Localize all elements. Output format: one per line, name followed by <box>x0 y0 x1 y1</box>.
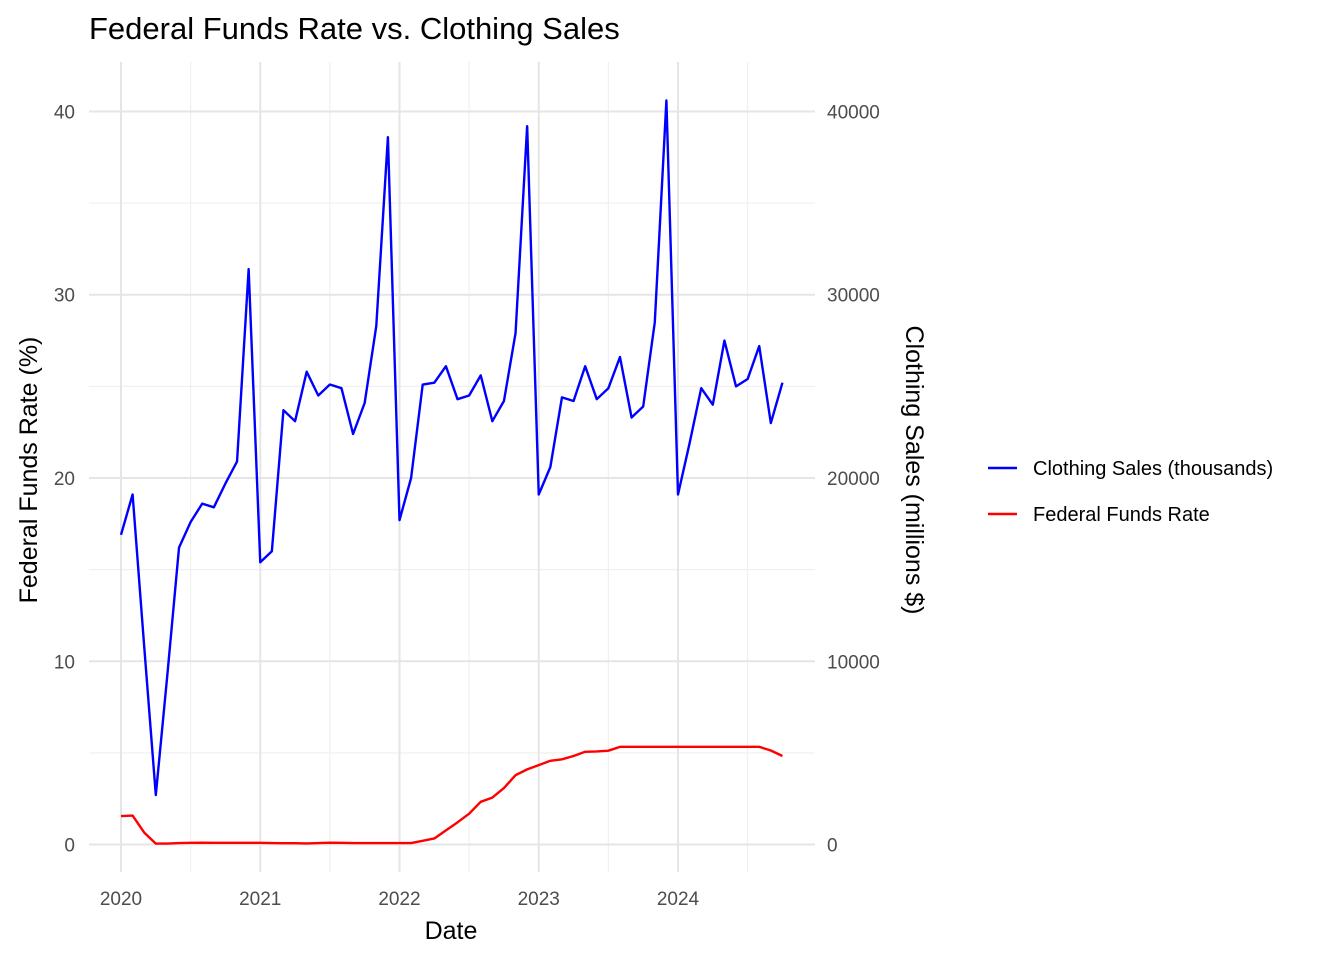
y-tick-label: 40 <box>54 102 75 123</box>
x-tick-label: 2024 <box>657 889 700 910</box>
x-axis-title: Date <box>425 917 478 945</box>
y2-axis-title: Clothing Sales (millions $) <box>900 325 928 614</box>
y-tick-label: 30 <box>54 286 75 307</box>
legend: Clothing Sales (thousands) Federal Funds… <box>988 458 1273 526</box>
ticks-layer: 0 0 10 10000 20 20000 30 30000 40 40000 2020 2021 20… <box>54 102 880 910</box>
series-line-clothing-sales-thousands <box>119 99 784 797</box>
y-tick-label: 20 <box>54 469 75 490</box>
chart-title: Federal Funds Rate vs. Clothing Sales <box>89 11 620 46</box>
y2-tick-label: 0 <box>827 836 838 857</box>
x-tick-label: 2020 <box>100 889 142 910</box>
x-tick-label: 2022 <box>378 889 420 910</box>
x-tick-label: 2023 <box>518 889 560 910</box>
y2-tick-label: 40000 <box>827 102 880 123</box>
x-tick-label: 2021 <box>239 889 281 910</box>
legend-label-federal-funds-rate: Federal Funds Rate <box>1033 504 1210 526</box>
y-tick-label: 10 <box>54 652 75 673</box>
series-layer <box>119 99 784 845</box>
y-axis-title: Federal Funds Rate (%) <box>15 337 43 604</box>
y2-tick-label: 30000 <box>827 286 880 307</box>
legend-label-clothing-sales: Clothing Sales (thousands) <box>1033 458 1273 480</box>
y2-tick-label: 20000 <box>827 469 880 490</box>
series-line-federal-funds-rate <box>120 745 783 845</box>
y-tick-label: 0 <box>64 836 75 857</box>
y2-tick-label: 10000 <box>827 652 880 673</box>
